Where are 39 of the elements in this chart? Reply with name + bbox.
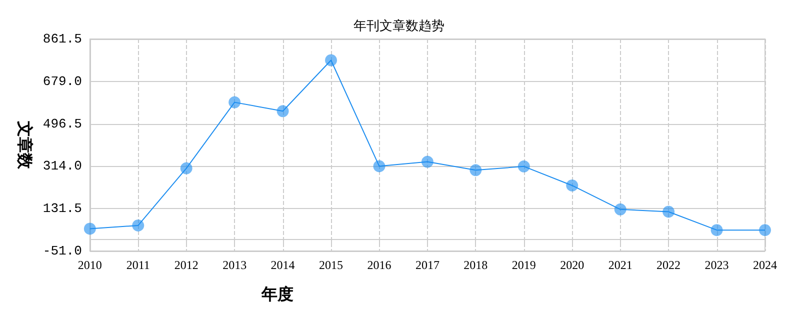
y-tick-label: -51.0 bbox=[42, 244, 82, 258]
point bbox=[276, 105, 289, 118]
x-tick-label: 2024 bbox=[753, 258, 777, 272]
point bbox=[132, 219, 144, 232]
point bbox=[421, 156, 434, 168]
point bbox=[662, 206, 675, 218]
x-tick-label: 2016 bbox=[367, 258, 392, 272]
y-tick-label: 131.5 bbox=[42, 201, 82, 216]
y-tick-label: 314.0 bbox=[42, 158, 82, 174]
x-tick-label: 2011 bbox=[126, 258, 150, 272]
x-tick-label: 2023 bbox=[704, 258, 729, 272]
y-tick-label: 861.5 bbox=[42, 32, 82, 46]
point bbox=[518, 160, 530, 172]
point bbox=[470, 164, 482, 176]
y-tick-label: 496.5 bbox=[42, 116, 82, 132]
point bbox=[180, 162, 192, 174]
point bbox=[614, 203, 626, 216]
x-tick-label: 2019 bbox=[512, 258, 536, 272]
x-tick-label: 2015 bbox=[319, 258, 344, 272]
point bbox=[566, 179, 578, 192]
x-tick-label: 2013 bbox=[222, 258, 247, 272]
x-tick-label: 2022 bbox=[656, 258, 681, 272]
point bbox=[325, 54, 338, 66]
x-tick-label: 2017 bbox=[415, 258, 440, 272]
point bbox=[228, 96, 241, 108]
point bbox=[84, 222, 96, 235]
x-tick-label: 2010 bbox=[78, 258, 102, 272]
y-tick-label: 679.0 bbox=[42, 74, 82, 89]
x-tick-label: 2012 bbox=[174, 258, 198, 272]
x-tick-label: 2020 bbox=[560, 258, 584, 272]
point bbox=[373, 160, 386, 172]
point bbox=[759, 224, 771, 236]
chart-title: 年刊文章数趋势 bbox=[354, 18, 444, 33]
x-tick-label: 2021 bbox=[608, 258, 632, 272]
y-axis-title: 文章数 bbox=[16, 120, 34, 170]
point bbox=[710, 224, 723, 236]
x-tick-label: 2014 bbox=[270, 258, 295, 272]
x-tick-label: 2018 bbox=[464, 258, 488, 272]
x-axis-title: 年度 bbox=[260, 284, 294, 304]
